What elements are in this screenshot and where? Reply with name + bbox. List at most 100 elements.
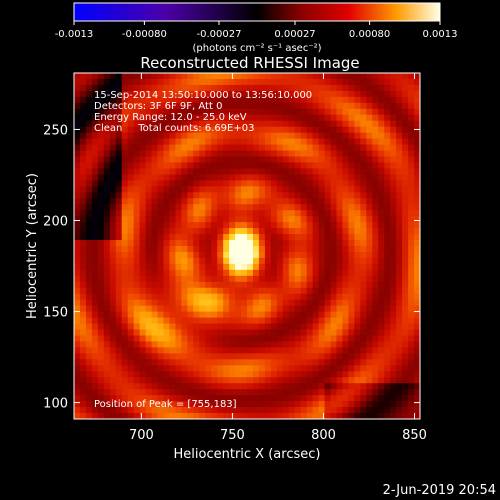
- heatmap-cell: [408, 120, 415, 128]
- heatmap-cell: [258, 216, 266, 223]
- heatmap-cell: [205, 96, 212, 104]
- heatmap-cell: [223, 96, 230, 104]
- heatmap-cell: [223, 78, 230, 86]
- heatmap-cell: [282, 234, 290, 241]
- heatmap-cell: [74, 257, 81, 265]
- heatmap-cell: [157, 90, 165, 98]
- heatmap-cell: [390, 365, 397, 372]
- heatmap-cell: [282, 317, 290, 325]
- heatmap-cell: [157, 413, 165, 419]
- heatmap-cell: [169, 84, 177, 92]
- x-tick-label: 750: [220, 428, 245, 443]
- heatmap-cell: [181, 168, 188, 176]
- heatmap-cell: [211, 299, 218, 307]
- heatmap-cell: [408, 311, 415, 319]
- heatmap-cell: [288, 150, 296, 158]
- heatmap-cell: [342, 335, 350, 343]
- heatmap-cell: [217, 234, 224, 241]
- heatmap-cell: [247, 222, 254, 229]
- heatmap-cell: [85, 144, 93, 152]
- heatmap-cell: [103, 395, 111, 402]
- heatmap-cell: [324, 90, 332, 98]
- heatmap-cell: [187, 198, 194, 205]
- heatmap-cell: [127, 365, 135, 372]
- heatmap-cell: [103, 413, 111, 419]
- heatmap-cell: [115, 114, 123, 122]
- heatmap-cell: [318, 281, 326, 289]
- heatmap-cell: [133, 84, 141, 92]
- heatmap-cell: [276, 251, 284, 259]
- heatmap-cell: [205, 323, 212, 331]
- heatmap-cell: [229, 407, 236, 414]
- heatmap-cell: [157, 204, 165, 211]
- heatmap-cell: [181, 335, 188, 343]
- heatmap-cell: [354, 335, 361, 343]
- heatmap-cell: [312, 329, 320, 337]
- heatmap-cell: [414, 90, 420, 98]
- heatmap-cell: [312, 377, 320, 384]
- heatmap-cell: [360, 383, 367, 390]
- heatmap-cell: [97, 73, 105, 80]
- heatmap-cell: [199, 395, 206, 402]
- heatmap-cell: [211, 365, 218, 372]
- heatmap-cell: [252, 73, 260, 80]
- heatmap-cell: [109, 246, 117, 253]
- heatmap-cell: [97, 90, 105, 98]
- heatmap-cell: [145, 377, 153, 384]
- heatmap-cell: [115, 359, 123, 366]
- heatmap-cell: [384, 210, 391, 217]
- heatmap-cell: [235, 198, 242, 205]
- heatmap-cell: [85, 246, 93, 253]
- heatmap-cell: [175, 78, 182, 86]
- heatmap-cell: [414, 126, 420, 134]
- heatmap-cell: [258, 120, 266, 128]
- heatmap-cell: [372, 84, 379, 92]
- heatmap-cell: [252, 102, 260, 110]
- heatmap-cell: [205, 84, 212, 92]
- heatmap-cell: [402, 365, 409, 372]
- heatmap-cell: [169, 287, 177, 295]
- heatmap-cell: [74, 73, 81, 80]
- heatmap-cell: [294, 240, 302, 247]
- heatmap-cell: [211, 114, 218, 122]
- heatmap-cell: [336, 329, 344, 337]
- heatmap-cell: [133, 377, 141, 384]
- heatmap-cell: [109, 234, 117, 241]
- heatmap-cell: [79, 222, 87, 229]
- heatmap-cell: [79, 162, 87, 170]
- heatmap-cell: [360, 240, 367, 247]
- heatmap-cell: [103, 317, 111, 325]
- heatmap-cell: [74, 114, 81, 122]
- colorbar-gradient: [73, 2, 441, 22]
- heatmap-cell: [97, 407, 105, 414]
- heatmap-cell: [282, 251, 290, 259]
- heatmap-cell: [276, 192, 284, 199]
- heatmap-cell: [229, 180, 236, 187]
- heatmap-cell: [223, 263, 230, 271]
- heatmap-cell: [187, 359, 194, 366]
- heatmap-cell: [74, 120, 81, 128]
- heatmap-cell: [288, 317, 296, 325]
- heatmap-cell: [258, 257, 266, 265]
- heatmap-cell: [211, 162, 218, 170]
- heatmap-cell: [276, 377, 284, 384]
- heatmap-cell: [312, 263, 320, 271]
- heatmap-cell: [252, 293, 260, 301]
- heatmap-cell: [145, 228, 153, 235]
- heatmap-cell: [264, 73, 272, 80]
- heatmap-cell: [97, 269, 105, 277]
- heatmap-cell: [79, 138, 87, 146]
- heatmap-cell: [247, 246, 254, 253]
- heatmap-cell: [205, 120, 212, 128]
- heatmap-cell: [229, 132, 236, 140]
- heatmap-cell: [79, 114, 87, 122]
- heatmap-cell: [324, 222, 332, 229]
- heatmap-cell: [235, 401, 242, 408]
- heatmap-cell: [330, 162, 338, 170]
- heatmap-cell: [241, 120, 248, 128]
- heatmap-cell: [282, 401, 290, 408]
- heatmap-cell: [193, 246, 200, 253]
- heatmap-cell: [324, 216, 332, 223]
- heatmap-cell: [163, 407, 171, 414]
- heatmap-cell: [282, 371, 290, 378]
